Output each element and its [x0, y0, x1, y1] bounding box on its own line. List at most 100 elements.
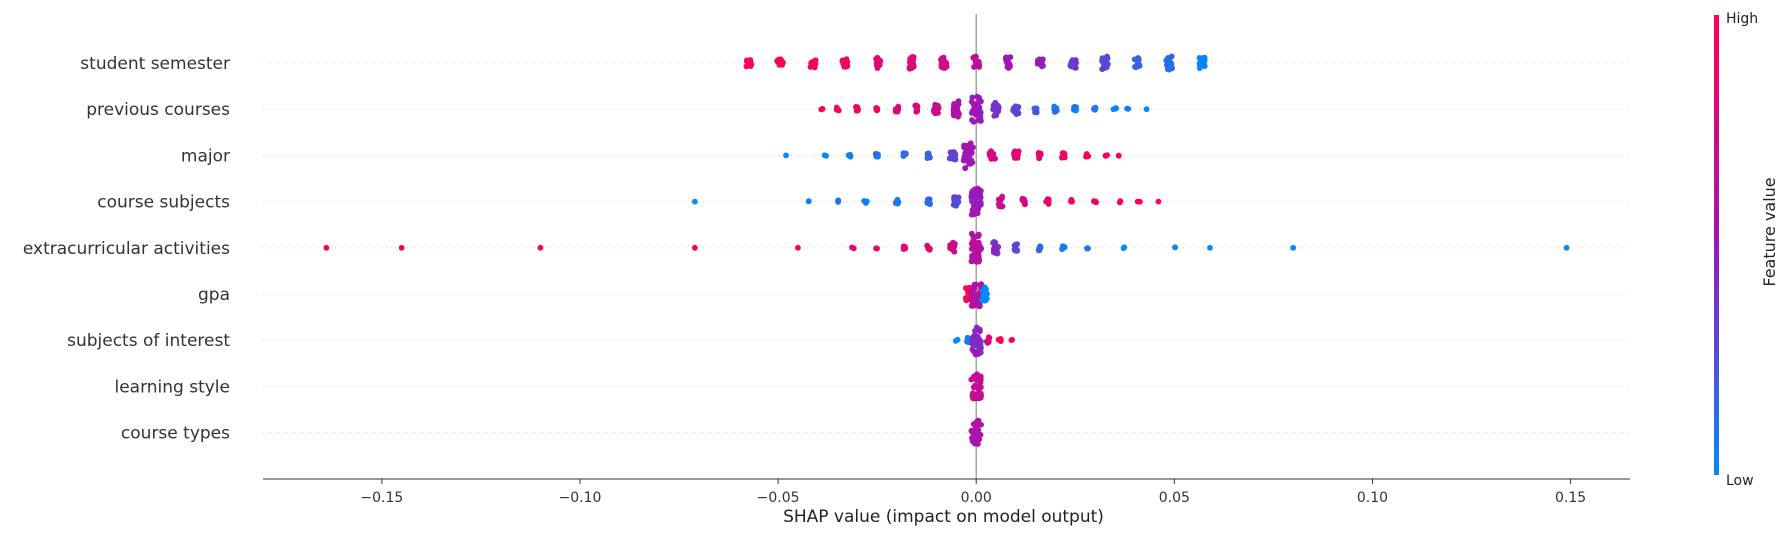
shap-point	[1207, 244, 1213, 251]
shap-point	[1099, 57, 1106, 64]
shap-point	[853, 107, 860, 114]
shap-point	[1037, 243, 1044, 250]
shap-point	[1117, 198, 1124, 205]
shap-point	[992, 111, 999, 118]
shap-point	[925, 150, 932, 157]
feature-label: extracurricular activities	[23, 239, 230, 259]
shap-point	[968, 193, 975, 199]
shap-point	[1124, 105, 1131, 112]
shap-point	[777, 60, 783, 67]
shap-point	[1022, 201, 1028, 208]
shap-point	[987, 153, 994, 159]
shap-point	[1006, 63, 1013, 70]
shap-point	[843, 60, 850, 67]
feature-label: learning style	[114, 377, 230, 397]
shap-point	[1196, 65, 1203, 71]
colorbar-low-label: Low	[1726, 473, 1754, 489]
shap-point	[949, 240, 956, 247]
shap-point	[970, 395, 977, 402]
shap-point	[1008, 337, 1015, 343]
feature-label: student semester	[80, 54, 230, 74]
shap-point	[983, 286, 989, 292]
shap-point	[909, 54, 916, 60]
feature-label: course types	[121, 424, 230, 444]
shap-point	[1011, 155, 1018, 161]
shap-point	[954, 107, 961, 114]
shap-point	[992, 99, 999, 106]
shap-point	[1196, 55, 1203, 61]
shap-point	[818, 106, 825, 113]
shap-point	[1155, 198, 1162, 205]
shap-point	[974, 391, 981, 398]
shap-point	[744, 58, 751, 65]
shap-point	[971, 439, 978, 446]
shap-point	[398, 244, 405, 251]
shap-point	[1069, 198, 1075, 205]
shap-point	[894, 200, 901, 207]
shap-point	[972, 384, 979, 390]
x-tick-label: −0.05	[757, 490, 800, 506]
shap-point	[863, 198, 870, 205]
shap-point	[977, 328, 983, 335]
shap-point	[1172, 244, 1178, 251]
shap-point	[849, 244, 855, 251]
shap-point	[973, 324, 980, 331]
shap-point	[975, 239, 982, 246]
shap-point	[691, 244, 698, 251]
shap-point	[795, 244, 801, 251]
shap-point	[1134, 61, 1141, 67]
shap-point	[955, 98, 962, 105]
shap-point	[948, 150, 955, 157]
shap-point	[968, 211, 975, 218]
shap-point	[962, 295, 969, 301]
shap-point	[1121, 244, 1128, 251]
shap-point	[979, 296, 985, 303]
shap-point	[835, 107, 842, 114]
x-tick-label: −0.15	[360, 490, 403, 506]
shap-point	[977, 376, 984, 383]
shap-point	[1045, 197, 1052, 204]
x-axis-title: SHAP value (impact on model output)	[783, 507, 1104, 527]
shap-point	[1201, 58, 1208, 65]
shap-point	[995, 105, 1002, 112]
shap-point	[968, 258, 975, 265]
shap-point	[975, 427, 982, 433]
shap-point	[967, 160, 974, 167]
feature-label: previous courses	[86, 100, 230, 120]
shap-point	[873, 105, 880, 111]
shap-point	[943, 63, 950, 70]
shap-point	[926, 245, 933, 251]
shap-point	[973, 419, 979, 426]
x-tick-label: 0.15	[1555, 490, 1586, 506]
shap-point	[872, 150, 879, 157]
shap-point	[961, 157, 968, 164]
shap-point	[1071, 103, 1078, 110]
shap-point	[906, 64, 913, 70]
shap-point	[950, 102, 957, 109]
shap-point	[1059, 150, 1066, 156]
shap-points	[323, 53, 1570, 447]
shap-point	[975, 252, 982, 258]
shap-point	[1290, 244, 1297, 251]
shap-point	[876, 57, 883, 64]
shap-point	[1037, 59, 1044, 66]
shap-point	[1563, 244, 1570, 251]
shap-point	[912, 102, 919, 109]
shap-point	[978, 98, 984, 105]
shap-point	[1113, 105, 1119, 111]
shap-point	[973, 281, 979, 288]
colorbar-gradient	[1714, 15, 1719, 475]
shap-point	[938, 56, 944, 63]
shap-point	[821, 152, 828, 159]
shap-point	[1010, 107, 1017, 114]
shap-point	[984, 339, 991, 346]
shap-point	[691, 198, 698, 205]
x-axis-ticks: −0.15 −0.10 −0.05 0.00 0.05 0.10 0.15	[360, 479, 1586, 506]
shap-point	[975, 59, 982, 66]
shap-point	[1115, 152, 1122, 159]
shap-point	[952, 197, 959, 204]
shap-point	[973, 245, 980, 252]
shap-point	[1085, 245, 1091, 252]
shap-point	[1091, 198, 1097, 205]
shap-point	[847, 153, 854, 160]
